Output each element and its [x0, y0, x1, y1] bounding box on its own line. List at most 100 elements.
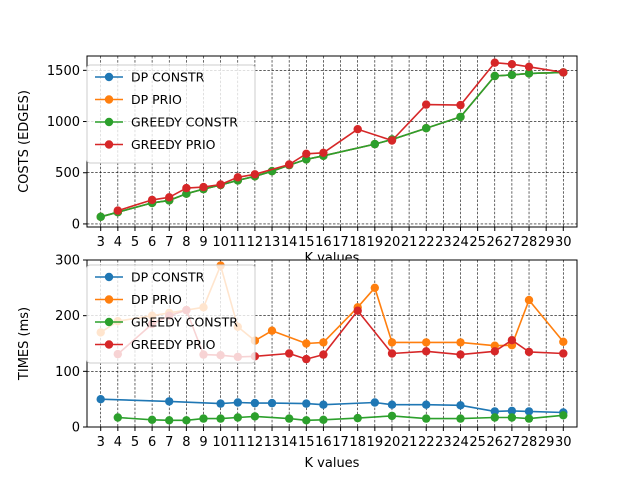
data-point	[524, 414, 534, 423]
x-tick-label: 6	[148, 435, 156, 450]
legend-label: DP CONSTR	[131, 270, 205, 285]
legend-marker	[104, 140, 114, 149]
x-tick-label: 22	[418, 435, 435, 450]
data-point	[507, 413, 517, 422]
data-point	[559, 337, 568, 346]
legend-marker	[104, 272, 114, 282]
x-tick-label: 24	[452, 235, 469, 250]
x-tick-label: 25	[469, 435, 486, 450]
data-point	[422, 338, 431, 347]
series-greedy-prio	[113, 58, 568, 215]
x-tick-label: 21	[401, 235, 418, 250]
x-tick-label: 29	[538, 235, 555, 250]
data-point	[216, 414, 225, 423]
data-point	[353, 125, 362, 134]
data-point	[302, 354, 311, 364]
data-point	[370, 139, 379, 149]
legend-box	[86, 64, 256, 164]
data-point	[353, 306, 362, 315]
x-tick-label: 6	[148, 235, 156, 250]
data-point	[285, 160, 294, 169]
data-point	[456, 338, 465, 347]
y-tick-label: 300	[55, 254, 80, 269]
data-point	[147, 415, 157, 424]
data-point	[250, 398, 260, 408]
x-tick-label: 13	[264, 235, 281, 250]
data-point	[387, 411, 397, 421]
x-tick-label: 11	[229, 435, 246, 450]
y-tick-label: 1000	[47, 115, 80, 130]
data-point	[182, 183, 191, 193]
data-point	[319, 338, 328, 347]
x-tick-label: 25	[469, 235, 486, 250]
legend-marker	[104, 117, 114, 127]
data-point	[250, 412, 260, 421]
data-point	[285, 414, 294, 423]
data-point	[250, 170, 260, 179]
data-point	[182, 416, 191, 425]
y-tick-label: 500	[55, 166, 80, 181]
legend-box	[86, 264, 256, 364]
x-tick-label: 10	[212, 235, 229, 250]
x-tick-label: 22	[418, 235, 435, 250]
x-tick-label: 27	[504, 435, 521, 450]
x-tick-label: 19	[367, 435, 384, 450]
data-point	[507, 70, 517, 80]
legend-label: GREEDY PRIO	[131, 337, 216, 352]
data-point	[559, 68, 568, 77]
data-point	[302, 149, 311, 158]
x-tick-label: 30	[555, 435, 572, 450]
data-point	[165, 193, 174, 202]
data-point	[422, 414, 431, 423]
data-point	[524, 62, 534, 71]
data-point	[370, 398, 379, 407]
legend-marker	[104, 72, 114, 82]
data-point	[524, 69, 534, 78]
x-tick-label: 17	[332, 435, 349, 450]
data-point	[319, 148, 328, 157]
legend-marker	[104, 295, 114, 304]
legend-label: GREEDY CONSTR	[131, 315, 238, 330]
data-point	[559, 349, 568, 358]
x-tick-label: 8	[182, 435, 190, 450]
x-tick-label: 21	[401, 435, 418, 450]
legend-label: GREEDY CONSTR	[131, 115, 238, 130]
x-tick-label: 15	[298, 435, 315, 450]
x-tick-label: 5	[131, 435, 139, 450]
y-tick-label: 0	[72, 421, 80, 436]
y-tick-label: 200	[55, 309, 80, 324]
data-point	[302, 416, 311, 425]
legend-marker	[104, 340, 114, 349]
x-tick-label: 5	[131, 235, 139, 250]
x-tick-label: 28	[521, 235, 538, 250]
x-tick-label: 29	[538, 435, 555, 450]
data-point	[422, 400, 431, 409]
x-tick-label: 12	[247, 435, 264, 450]
x-tick-label: 3	[97, 235, 105, 250]
data-point	[216, 180, 225, 189]
x-tick-label: 4	[114, 435, 122, 450]
data-point	[490, 413, 499, 422]
data-point	[507, 336, 517, 345]
data-point	[559, 411, 568, 420]
y-tick-label: 1500	[47, 64, 80, 79]
x-tick-label: 23	[435, 235, 452, 250]
data-point	[96, 395, 105, 404]
data-point	[422, 347, 431, 356]
data-point	[456, 401, 465, 410]
x-tick-label: 9	[199, 435, 207, 450]
y-axis-label: TIMES (ms)	[17, 307, 32, 381]
data-point	[507, 406, 517, 416]
x-tick-label: 12	[247, 235, 264, 250]
data-point	[524, 295, 534, 305]
x-axis-label: K values	[305, 456, 360, 471]
data-point	[113, 206, 123, 215]
x-tick-label: 7	[165, 435, 173, 450]
data-point	[233, 398, 242, 407]
legend-marker	[104, 317, 114, 327]
data-point	[302, 399, 311, 408]
x-tick-label: 24	[452, 435, 469, 450]
data-point	[490, 58, 499, 67]
data-point	[113, 413, 123, 422]
